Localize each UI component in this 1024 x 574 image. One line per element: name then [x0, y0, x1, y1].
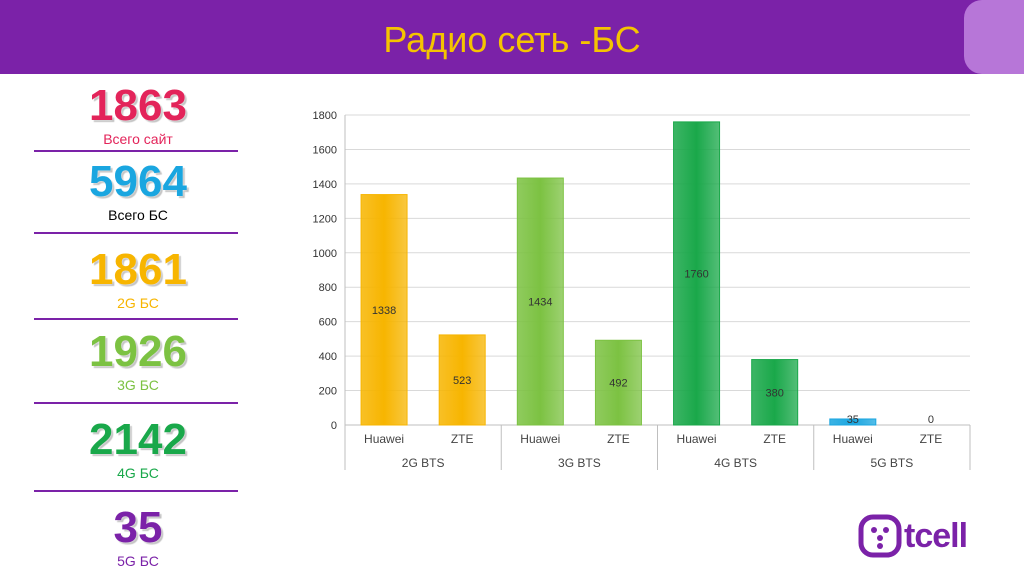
y-tick-label: 1400 — [313, 179, 337, 191]
y-tick-label: 1800 — [313, 110, 337, 122]
x-category-label: ZTE — [451, 432, 474, 446]
bar-2g-bts-zte — [438, 334, 486, 426]
x-category-label: ZTE — [920, 432, 943, 446]
stat-label: 2G БС — [117, 295, 159, 311]
divider — [34, 150, 238, 152]
stat-value: 2142 — [89, 415, 187, 464]
stat-value: 5964 — [89, 157, 187, 206]
divider — [34, 318, 238, 320]
data-label: 35 — [847, 414, 859, 426]
bar-5g-bts-huawei — [829, 418, 877, 426]
stat-value: 35 — [113, 503, 163, 552]
stat-4g-bs: 2142 4G БС — [36, 416, 240, 482]
y-tick-label: 1000 — [313, 248, 337, 260]
bar-2g-bts-huawei — [360, 194, 408, 426]
header-bar — [0, 0, 1024, 74]
stat-total-bs: 5964 Всего БС — [36, 158, 240, 224]
stat-label: 5G БС — [117, 553, 159, 569]
bar-3g-bts-zte — [594, 339, 642, 426]
divider — [34, 232, 238, 234]
bar-4g-bts-huawei — [673, 121, 721, 426]
page-title: Радио сеть -БС — [383, 19, 641, 60]
tcell-logo-icon — [858, 514, 902, 558]
data-label: 523 — [453, 375, 471, 387]
stat-label: 3G БС — [117, 377, 159, 393]
tcell-logo: tcell — [858, 514, 988, 560]
y-tick-label: 1600 — [313, 144, 337, 156]
divider — [34, 402, 238, 404]
bar-4g-bts-zte — [751, 359, 799, 426]
x-group-label: 3G BTS — [558, 456, 601, 470]
y-tick-label: 200 — [319, 386, 337, 398]
x-category-label: Huawei — [677, 432, 717, 446]
stat-label: 4G БС — [117, 465, 159, 481]
stat-value: 1926 — [89, 327, 187, 376]
data-label: 1338 — [372, 305, 396, 317]
header-accent — [964, 0, 1024, 74]
x-category-label: Huawei — [833, 432, 873, 446]
x-category-label: ZTE — [763, 432, 786, 446]
stat-5g-bs: 35 5G БС — [36, 504, 240, 570]
divider — [34, 490, 238, 492]
stat-3g-bs: 1926 3G БС — [36, 328, 240, 394]
y-tick-label: 400 — [319, 351, 337, 363]
y-tick-label: 0 — [331, 420, 337, 432]
data-label: 1434 — [528, 297, 552, 309]
y-tick-label: 600 — [319, 317, 337, 329]
x-category-label: Huawei — [364, 432, 404, 446]
data-label: 492 — [609, 378, 627, 390]
x-group-label: 5G BTS — [871, 456, 914, 470]
stat-value: 1861 — [89, 245, 187, 294]
data-label: 380 — [766, 387, 784, 399]
data-label: 1760 — [684, 268, 708, 280]
stat-label: Всего БС — [108, 207, 168, 223]
y-tick-label: 800 — [319, 282, 337, 294]
x-category-label: ZTE — [607, 432, 630, 446]
data-label: 0 — [928, 414, 934, 426]
x-group-label: 2G BTS — [402, 456, 445, 470]
x-group-label: 4G BTS — [714, 456, 757, 470]
y-tick-label: 1200 — [313, 213, 337, 225]
stat-label: Всего сайт — [103, 131, 173, 147]
stat-2g-bs: 1861 2G БС — [36, 246, 240, 312]
stat-total-sites: 1863 Всего сайт — [36, 82, 240, 148]
x-category-label: Huawei — [520, 432, 560, 446]
logo-text: tcell — [904, 517, 968, 555]
bar-3g-bts-huawei — [516, 177, 564, 426]
stat-value: 1863 — [89, 81, 187, 130]
